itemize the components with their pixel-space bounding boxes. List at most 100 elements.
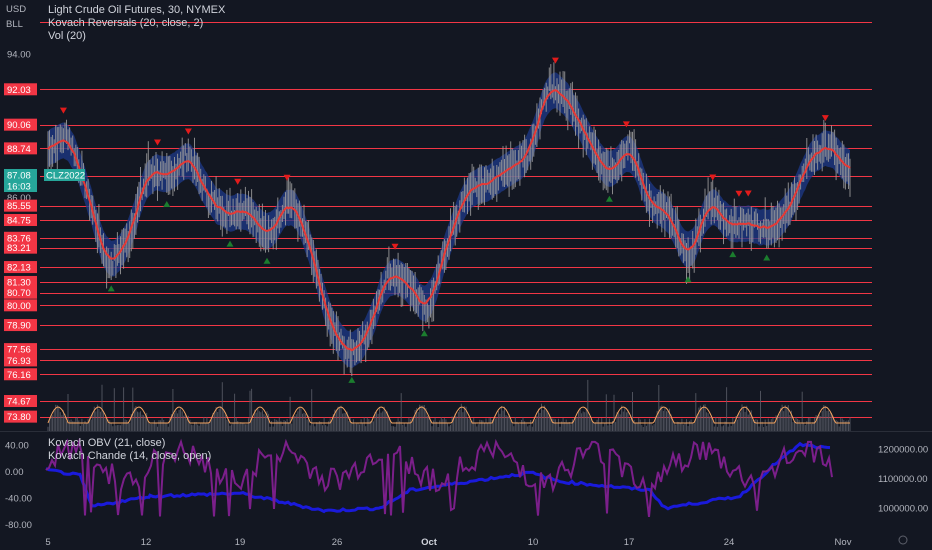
down-marker	[154, 139, 162, 146]
symbol-badge	[44, 169, 85, 181]
price-tick: 80.00	[7, 301, 31, 312]
obv-tick: 1200000.00	[878, 445, 928, 456]
price-level-badge	[4, 410, 37, 423]
price-tick: 83.21	[7, 243, 31, 254]
time-tick: 19	[235, 537, 246, 548]
price-level-badge	[4, 299, 37, 312]
time-tick: 12	[141, 537, 152, 548]
price-tick: 83.76	[7, 233, 31, 244]
price-level-badge	[4, 275, 37, 288]
price-level-badge	[4, 395, 37, 408]
down-marker	[391, 243, 399, 250]
time-tick: Nov	[835, 537, 852, 548]
reversal-markers	[59, 57, 829, 383]
unit-label: BLL	[6, 19, 23, 30]
up-marker	[348, 376, 356, 383]
countdown-label: 16:03	[7, 182, 31, 193]
countdown-badge	[4, 181, 37, 192]
down-marker	[59, 107, 67, 114]
indicator-reversals[interactable]: Kovach Reversals (20, close, 2)	[48, 17, 203, 29]
down-marker	[551, 57, 559, 64]
down-marker	[184, 128, 192, 135]
reversal-line	[47, 89, 851, 352]
up-marker	[107, 285, 115, 292]
volume-bars	[47, 379, 851, 431]
last-price-value: 87.08	[7, 171, 31, 182]
down-marker	[234, 178, 242, 185]
oscillator-tick: 40.00	[5, 441, 29, 452]
obv-tick: 1000000.00	[878, 504, 928, 515]
down-marker	[709, 174, 717, 181]
oscillator-tick: -40.00	[5, 494, 32, 505]
up-marker	[420, 330, 428, 337]
time-tick: 24	[724, 537, 735, 548]
last-price-tag: 87.08 CLZ2022 16:03	[4, 169, 85, 193]
oscillator-tick: -80.00	[5, 520, 32, 531]
up-marker	[163, 201, 171, 208]
price-level-badge	[4, 118, 37, 131]
currency-label: USD	[6, 4, 26, 15]
symbol-label: CLZ2022	[46, 171, 85, 182]
up-marker	[263, 257, 271, 264]
price-axis[interactable]: 94.0092.0390.0688.7487.2186.0085.5584.75…	[4, 49, 37, 423]
chande-line	[45, 438, 833, 518]
price-tick: 74.67	[7, 397, 31, 408]
chart-title[interactable]: Light Crude Oil Futures, 30, NYMEX	[48, 4, 226, 16]
price-tick: 85.55	[7, 201, 31, 212]
indicator-obv[interactable]: Kovach OBV (21, close)	[48, 437, 165, 449]
down-marker	[744, 190, 752, 197]
price-tick: 88.74	[7, 144, 31, 155]
indicator-volume[interactable]: Vol (20)	[48, 30, 86, 42]
price-level-badge	[4, 142, 37, 155]
obv-tick: 1100000.00	[878, 474, 928, 485]
up-marker	[226, 240, 234, 247]
price-tick: 92.03	[7, 85, 31, 96]
price-level-badge	[4, 286, 37, 299]
down-marker	[735, 190, 743, 197]
price-tick: 84.75	[7, 216, 31, 227]
time-tick: 5	[45, 537, 50, 548]
oscillator-tick: 0.00	[5, 467, 24, 478]
price-tick: 82.13	[7, 263, 31, 274]
price-level-badge	[4, 214, 37, 227]
down-marker	[283, 174, 291, 181]
price-tick: 81.30	[7, 277, 31, 288]
indicator-chande[interactable]: Kovach Chande (14, close, open)	[48, 450, 211, 462]
volume-curve	[47, 406, 850, 424]
price-level-badge	[4, 83, 37, 96]
last-price-badge	[4, 169, 37, 181]
timezone-globe-icon[interactable]	[898, 535, 908, 545]
price-level-badge	[4, 319, 37, 332]
up-marker	[605, 195, 613, 202]
price-tick: 76.16	[7, 370, 31, 381]
price-level-badge	[4, 199, 37, 212]
oscillator-axis[interactable]: 40.00 0.00 -40.00 -80.00 1200000.00 1100000.0…	[5, 441, 928, 531]
price-tick: 80.70	[7, 288, 31, 299]
time-tick: Oct	[421, 537, 438, 548]
candles	[47, 62, 851, 377]
down-marker	[821, 115, 829, 122]
up-marker	[684, 276, 692, 283]
time-axis[interactable]: 5 12 19 26 Oct 10 17 24 Nov	[45, 537, 851, 548]
price-level-badge	[4, 261, 37, 274]
price-tick: 73.80	[7, 412, 31, 423]
up-marker	[763, 254, 771, 261]
up-marker	[729, 251, 737, 258]
price-level-badge	[4, 368, 37, 381]
level-lines	[40, 22, 872, 418]
price-level-badge	[4, 231, 37, 244]
down-marker	[622, 121, 630, 128]
price-level-badge	[4, 241, 37, 254]
time-tick: 17	[624, 537, 635, 548]
price-tick: 90.06	[7, 120, 31, 131]
price-level-badge	[4, 343, 37, 356]
time-tick: 10	[528, 537, 539, 548]
time-tick: 26	[332, 537, 343, 548]
price-tick: 76.93	[7, 356, 31, 367]
price-tick: 86.00	[7, 193, 31, 204]
price-tick: 94.00	[7, 49, 31, 60]
price-tick: 77.56	[7, 345, 31, 356]
price-tick: 78.90	[7, 321, 31, 332]
price-level-badge	[4, 354, 37, 367]
